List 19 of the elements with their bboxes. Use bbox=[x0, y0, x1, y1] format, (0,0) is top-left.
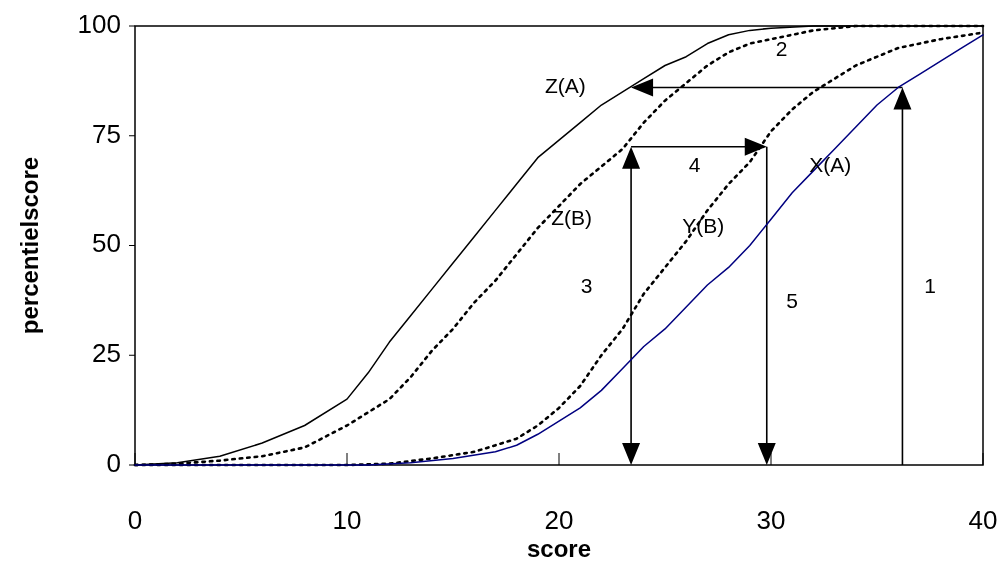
x-tick-label: 40 bbox=[968, 504, 998, 535]
annotation: 4 bbox=[688, 153, 701, 177]
annotation: 5 bbox=[786, 289, 799, 313]
x-tick-label: 30 bbox=[756, 504, 786, 535]
y-tick-label: 100 bbox=[77, 8, 121, 39]
series-label: Z(A) bbox=[544, 74, 586, 98]
annotation: 2 bbox=[775, 36, 788, 60]
annotation: 3 bbox=[580, 273, 593, 297]
y-tick-label: 75 bbox=[92, 118, 121, 149]
y-tick-label: 0 bbox=[106, 447, 121, 478]
y-tick-label: 25 bbox=[92, 338, 121, 369]
y-tick-label: 50 bbox=[92, 228, 121, 259]
x-tick-label: 0 bbox=[127, 504, 143, 535]
y-axis-title: percentielscore bbox=[16, 156, 44, 335]
series-label: Z(B) bbox=[551, 205, 593, 229]
annotation: 1 bbox=[924, 273, 936, 297]
x-tick-label: 10 bbox=[332, 504, 362, 535]
x-axis-title: score bbox=[526, 535, 592, 563]
x-tick-label: 20 bbox=[544, 504, 574, 535]
